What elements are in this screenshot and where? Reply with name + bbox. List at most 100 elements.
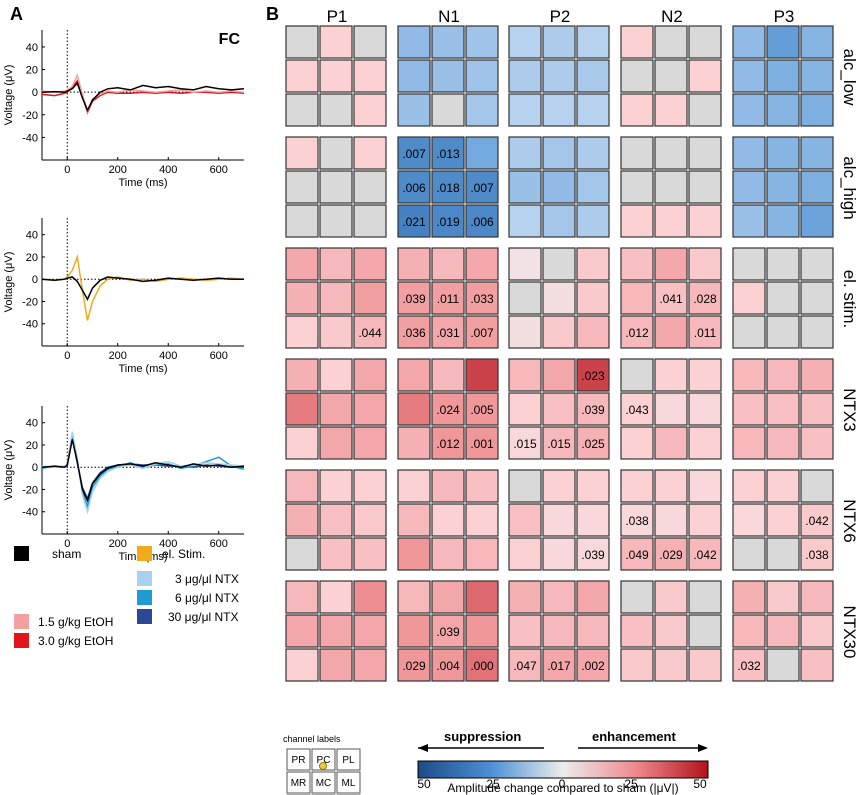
- heatmap-cell: [732, 358, 766, 392]
- y-tick-label: -40: [22, 319, 38, 331]
- p-value-label: .044: [358, 326, 382, 340]
- heatmap-block: [508, 247, 610, 349]
- heatmap-cell: [542, 614, 576, 648]
- heatmap-cell: [285, 503, 319, 537]
- channel-cell: [311, 748, 336, 771]
- heatmap-cell: [800, 59, 834, 93]
- heatmap-cell: [508, 503, 542, 537]
- colorbar-gradient: [417, 760, 709, 779]
- heatmap-cell: [620, 469, 654, 503]
- row-header: alc_high: [840, 156, 859, 219]
- heatmap-cell: [654, 648, 688, 682]
- heatmap-cell: [654, 204, 688, 238]
- heatmap-cell: [620, 204, 654, 238]
- series-line-sham: [41, 81, 245, 113]
- channel-cell: [286, 748, 311, 771]
- heatmap-cell: [654, 358, 688, 392]
- heatmap-block: .007 .013 .006 .018 .007 .021 .019 .006: [397, 136, 499, 238]
- heatmap-cell: [800, 392, 834, 426]
- heatmap-cell: [620, 281, 654, 315]
- heatmap-cell: [353, 392, 387, 426]
- heatmap-block: [732, 136, 834, 238]
- legend-label-ntx-3: 3 μg/μl NTX: [175, 572, 239, 586]
- heatmap-cell: [319, 648, 353, 682]
- heatmap-cell: [732, 247, 766, 281]
- row-header: el. stim.: [840, 270, 859, 329]
- y-tick-label: 40: [26, 230, 38, 242]
- heatmap-cell: [285, 469, 319, 503]
- heatmap-cell: [431, 204, 465, 238]
- y-axis-label: Voltage (μV): [3, 65, 15, 126]
- y-tick-label: -20: [22, 296, 38, 308]
- heatmap-cell: [732, 170, 766, 204]
- heatmap-cell: [800, 537, 834, 571]
- heatmap-cell: [766, 503, 800, 537]
- x-tick-label: 200: [109, 164, 127, 176]
- y-tick-label: 40: [26, 42, 38, 54]
- y-tick-label: 0: [32, 274, 38, 286]
- heatmap-cell: [654, 136, 688, 170]
- heatmap-cell: [508, 247, 542, 281]
- heatmap-block: [397, 469, 499, 571]
- heatmap-cell: [620, 315, 654, 349]
- p-value-label: .039: [581, 403, 605, 417]
- heatmap-cell: [766, 136, 800, 170]
- p-value-label: .007: [470, 181, 494, 195]
- heatmap-cell: [397, 315, 431, 349]
- heatmap-cell: [800, 469, 834, 503]
- heatmap-cell: [766, 170, 800, 204]
- heatmap-cell: [431, 537, 465, 571]
- heatmap-cell: [688, 426, 722, 460]
- heatmap-cell: [397, 136, 431, 170]
- heatmap-block: .038 .049 .029 .042: [620, 469, 722, 571]
- heatmap-cell: [353, 648, 387, 682]
- heatmap-cell: [654, 426, 688, 460]
- heatmap-cell: [576, 358, 610, 392]
- legend-swatch-el-stim: [137, 546, 152, 561]
- heatmap-cell: [397, 648, 431, 682]
- p-value-label: .007: [470, 326, 494, 340]
- heatmap-cell: [431, 59, 465, 93]
- heatmap-block: [508, 25, 610, 127]
- heatmap-cell: [319, 136, 353, 170]
- legend-swatch-ntx-6: [137, 590, 152, 605]
- heatmap-cell: [431, 136, 465, 170]
- heatmap-cell: [732, 614, 766, 648]
- heatmap-cell: [353, 537, 387, 571]
- colorbar-tick-label: 25: [624, 777, 638, 791]
- heatmap-block: [732, 247, 834, 349]
- heatmap-cell: [576, 170, 610, 204]
- heatmap-cell: [285, 358, 319, 392]
- heatmap-cell: [654, 503, 688, 537]
- heatmap-cell: [620, 426, 654, 460]
- heatmap-cell: [542, 136, 576, 170]
- heatmap-cell: [319, 315, 353, 349]
- p-value-label: .013: [436, 147, 460, 161]
- channel-label: ML: [342, 778, 356, 789]
- heatmap-cell: [431, 648, 465, 682]
- heatmap-cell: [732, 426, 766, 460]
- p-value-label: .039: [436, 625, 460, 639]
- heatmap-cell: [620, 170, 654, 204]
- p-value-label: .015: [547, 437, 571, 451]
- x-tick-label: 600: [210, 164, 228, 176]
- heatmap-cell: [654, 25, 688, 59]
- legend-label-sham: sham: [52, 547, 81, 561]
- heatmap-cell: [542, 469, 576, 503]
- heatmap-cell: [654, 93, 688, 127]
- heatmap-cell: [800, 614, 834, 648]
- heatmap-cell: [576, 315, 610, 349]
- channel-map: channel labels PRPCPLMRMCMLFRFCFL: [283, 734, 361, 795]
- p-value-label: .005: [470, 403, 494, 417]
- heatmap-cell: [576, 59, 610, 93]
- heatmap-block: [508, 136, 610, 238]
- heatmap-cell: [353, 25, 387, 59]
- heatmap-cell: [620, 580, 654, 614]
- enhancement-arrowhead-icon: [698, 744, 708, 752]
- heatmap-cell: [319, 358, 353, 392]
- colorbar-tick-label: 0: [559, 777, 566, 791]
- heatmap-cell: [620, 25, 654, 59]
- heatmap-cell: [285, 537, 319, 571]
- heatmap-cell: [654, 469, 688, 503]
- suppression-arrowhead-icon: [418, 744, 428, 752]
